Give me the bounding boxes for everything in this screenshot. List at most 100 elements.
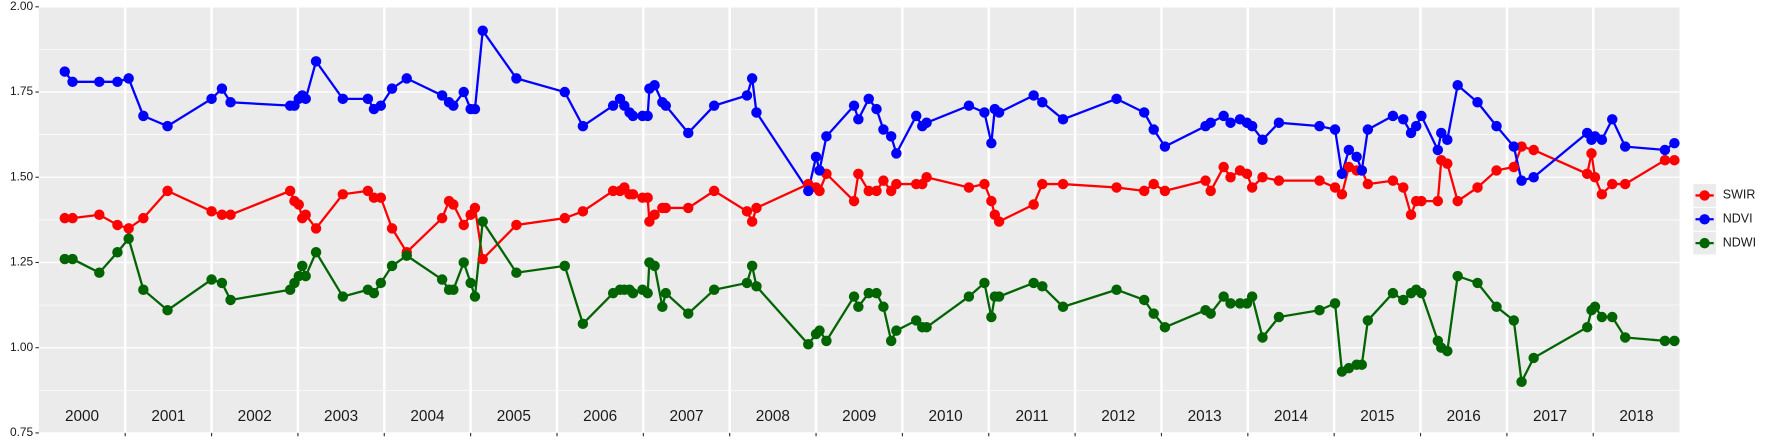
data-point — [559, 212, 570, 224]
data-point — [891, 178, 902, 190]
data-point — [401, 73, 412, 84]
data-point — [986, 195, 997, 207]
data-point — [741, 206, 753, 217]
data-point — [1442, 134, 1453, 145]
data-point — [67, 212, 78, 224]
data-point — [138, 284, 149, 295]
data-point — [1343, 144, 1355, 156]
data-point — [751, 281, 762, 292]
data-point — [1037, 97, 1048, 108]
data-point — [1410, 120, 1422, 132]
data-point — [986, 311, 997, 323]
data-point — [878, 124, 889, 135]
data-point — [59, 253, 70, 265]
year-label: 2006 — [583, 408, 617, 425]
data-point — [1452, 270, 1463, 282]
data-point — [94, 267, 105, 278]
data-point — [112, 247, 123, 258]
data-point — [1138, 107, 1150, 118]
year-label: 2010 — [929, 408, 963, 425]
data-point — [310, 223, 322, 234]
data-point — [1589, 172, 1601, 183]
data-point — [225, 97, 236, 108]
data-point — [1314, 120, 1325, 132]
data-point — [1472, 277, 1483, 289]
data-point — [469, 291, 481, 302]
data-point — [1336, 168, 1348, 180]
data-point — [1028, 90, 1039, 101]
data-point — [1387, 175, 1399, 186]
data-point — [910, 110, 922, 122]
data-point — [337, 189, 349, 200]
data-point — [1432, 195, 1444, 207]
data-point — [300, 270, 311, 282]
data-point — [1356, 165, 1368, 176]
data-point — [375, 192, 387, 203]
data-point — [746, 216, 758, 227]
data-point — [657, 301, 668, 313]
data-point — [1257, 172, 1268, 183]
data-point — [1436, 127, 1447, 139]
data-point — [642, 287, 653, 299]
data-point — [963, 100, 975, 111]
data-point — [1218, 161, 1229, 173]
data-point — [993, 107, 1005, 118]
data-point — [708, 100, 720, 111]
data-point — [337, 291, 349, 302]
year-label: 2009 — [842, 408, 876, 425]
data-point — [436, 90, 448, 101]
data-point — [863, 287, 874, 299]
data-point — [853, 168, 864, 180]
legend-label: NDWI — [1723, 235, 1756, 249]
data-point — [1246, 182, 1258, 193]
data-point — [337, 93, 349, 105]
y-tick-label: 1.75 — [10, 84, 34, 98]
data-point — [1619, 141, 1631, 152]
data-point — [963, 182, 975, 193]
data-point — [1491, 165, 1502, 176]
data-point — [225, 209, 236, 220]
year-label: 2003 — [324, 408, 358, 425]
data-point — [1607, 311, 1618, 323]
data-point — [891, 325, 902, 336]
data-point — [577, 318, 589, 330]
data-point — [871, 287, 882, 299]
data-point — [1111, 284, 1122, 295]
data-point — [1351, 151, 1362, 163]
data-point — [803, 185, 814, 197]
year-label: 2013 — [1188, 408, 1222, 425]
data-point — [853, 114, 864, 125]
data-point — [878, 175, 889, 186]
year-label: 2015 — [1360, 408, 1394, 425]
data-point — [386, 260, 398, 272]
data-point — [1472, 182, 1483, 193]
year-label: 2018 — [1619, 408, 1653, 425]
data-point — [863, 93, 874, 105]
year-label: 2004 — [410, 408, 445, 425]
data-point — [386, 223, 398, 234]
data-point — [607, 100, 619, 111]
data-point — [112, 219, 123, 231]
data-point — [1619, 332, 1631, 343]
data-point — [559, 86, 570, 98]
data-point — [649, 79, 660, 91]
year-label: 2016 — [1447, 408, 1481, 425]
data-point — [885, 335, 897, 347]
data-point — [1111, 182, 1122, 193]
data-point — [1028, 199, 1039, 210]
data-point — [362, 93, 374, 105]
data-point — [1452, 79, 1463, 91]
data-point — [1596, 311, 1608, 323]
data-point — [1257, 134, 1268, 145]
data-point — [206, 93, 217, 105]
year-label: 2001 — [151, 408, 185, 425]
data-point — [642, 110, 653, 122]
year-label: 2017 — [1533, 408, 1567, 425]
data-point — [1442, 158, 1453, 169]
data-point — [810, 151, 822, 163]
data-point — [310, 56, 322, 67]
data-point — [1057, 114, 1069, 125]
data-point — [577, 120, 589, 132]
data-point — [814, 165, 825, 176]
data-point — [1273, 175, 1285, 186]
